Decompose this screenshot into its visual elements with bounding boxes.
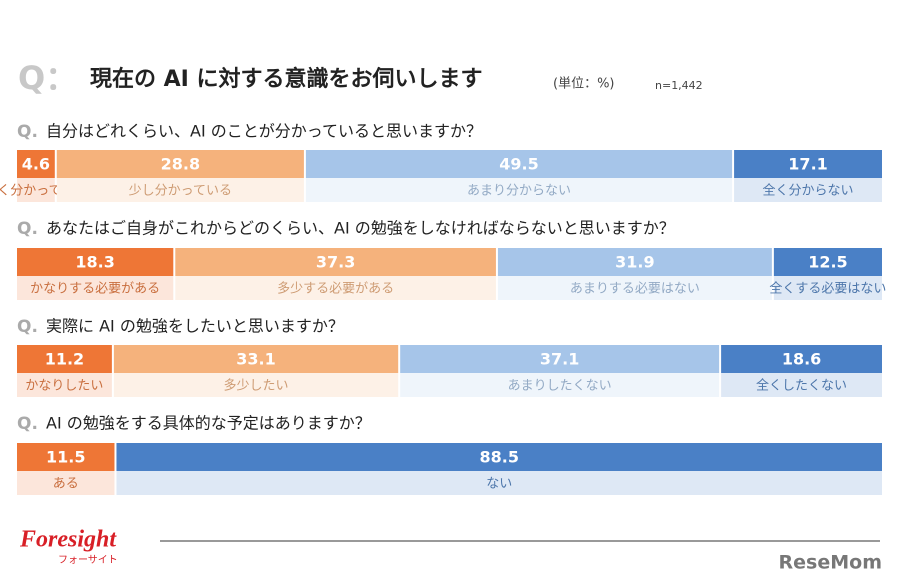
label-band — [17, 471, 115, 495]
label-band — [734, 178, 882, 202]
category-label: 全くする必要はない — [769, 281, 886, 297]
label-band — [305, 178, 733, 202]
sample-size: n=1,442 — [655, 79, 703, 92]
label-band — [17, 178, 55, 202]
bar-segment — [17, 248, 174, 276]
value-label: 37.3 — [316, 253, 355, 272]
question-mark: Q. — [17, 414, 38, 434]
category-label: かなりしたい — [25, 379, 103, 394]
label-band — [400, 373, 720, 397]
value-label: 31.9 — [615, 253, 654, 272]
category-label: 全くしたくない — [756, 378, 847, 394]
category-label: 多少したい — [224, 378, 289, 394]
value-label: 37.1 — [540, 350, 579, 369]
label-band — [116, 471, 883, 495]
label-band — [497, 276, 772, 300]
bar-segment — [56, 150, 304, 178]
category-label: あまり分からない — [467, 184, 571, 199]
header-title: 現在の AI に対する意識をお伺いします — [90, 66, 483, 92]
bar-segment — [400, 345, 720, 373]
brand-kana: フォーサイト — [58, 554, 118, 566]
header-mark: Q： — [18, 59, 77, 97]
value-label: 18.3 — [75, 253, 114, 272]
bar-segment — [175, 248, 496, 276]
value-label: 4.6 — [22, 155, 50, 174]
bar-segment — [17, 150, 55, 178]
bar-segment — [17, 345, 112, 373]
bar-segment — [17, 443, 115, 471]
question-title: 自分はどれくらい、AI のことが分かっていると思いますか？ — [46, 122, 482, 141]
bar-segment — [113, 345, 399, 373]
question-mark: Q. — [17, 219, 38, 239]
unit: (単位：%) — [553, 76, 615, 92]
question-title: AI の勉強をする具体的な予定はありますか？ — [46, 414, 371, 433]
source-logo: ReseMom — [779, 552, 882, 574]
value-label: 88.5 — [479, 448, 518, 467]
question-mark: Q. — [17, 122, 38, 142]
brand-logo: Foresight — [19, 527, 117, 553]
label-band — [17, 373, 112, 397]
question-title: あなたはご自身がこれからどのくらい、AI の勉強をしなければならないと思いますか… — [46, 219, 675, 238]
bar-segment — [305, 150, 733, 178]
value-label: 18.6 — [782, 350, 821, 369]
value-label: 33.1 — [236, 350, 275, 369]
bar-segment — [497, 248, 772, 276]
label-band — [773, 276, 882, 300]
category-label: 全く分からない — [763, 183, 854, 199]
value-label: 17.1 — [788, 155, 827, 174]
question-mark: Q. — [17, 317, 38, 337]
category-label: あまりする必要はない — [570, 282, 700, 297]
category-label: 少し分かっている — [129, 184, 232, 199]
label-band — [56, 178, 304, 202]
category-label: 多少する必要がある — [277, 281, 394, 297]
label-band — [721, 373, 882, 397]
value-label: 28.8 — [161, 155, 200, 174]
value-label: 11.5 — [46, 448, 85, 467]
bar-segment — [116, 443, 883, 471]
category-label: ない — [486, 477, 512, 492]
label-band — [17, 276, 174, 300]
value-label: 12.5 — [808, 253, 847, 272]
question-title: 実際に AI の勉強をしたいと思いますか？ — [46, 317, 344, 336]
bar-segment — [773, 248, 882, 276]
category-label: かなりする必要がある — [30, 282, 160, 297]
label-band — [113, 373, 399, 397]
category-label: あまりしたくない — [508, 379, 612, 394]
value-label: 49.5 — [499, 155, 538, 174]
label-band — [175, 276, 496, 300]
bar-segment — [734, 150, 882, 178]
value-label: 11.2 — [45, 350, 84, 369]
category-label: ある — [53, 477, 79, 492]
bar-segment — [721, 345, 882, 373]
